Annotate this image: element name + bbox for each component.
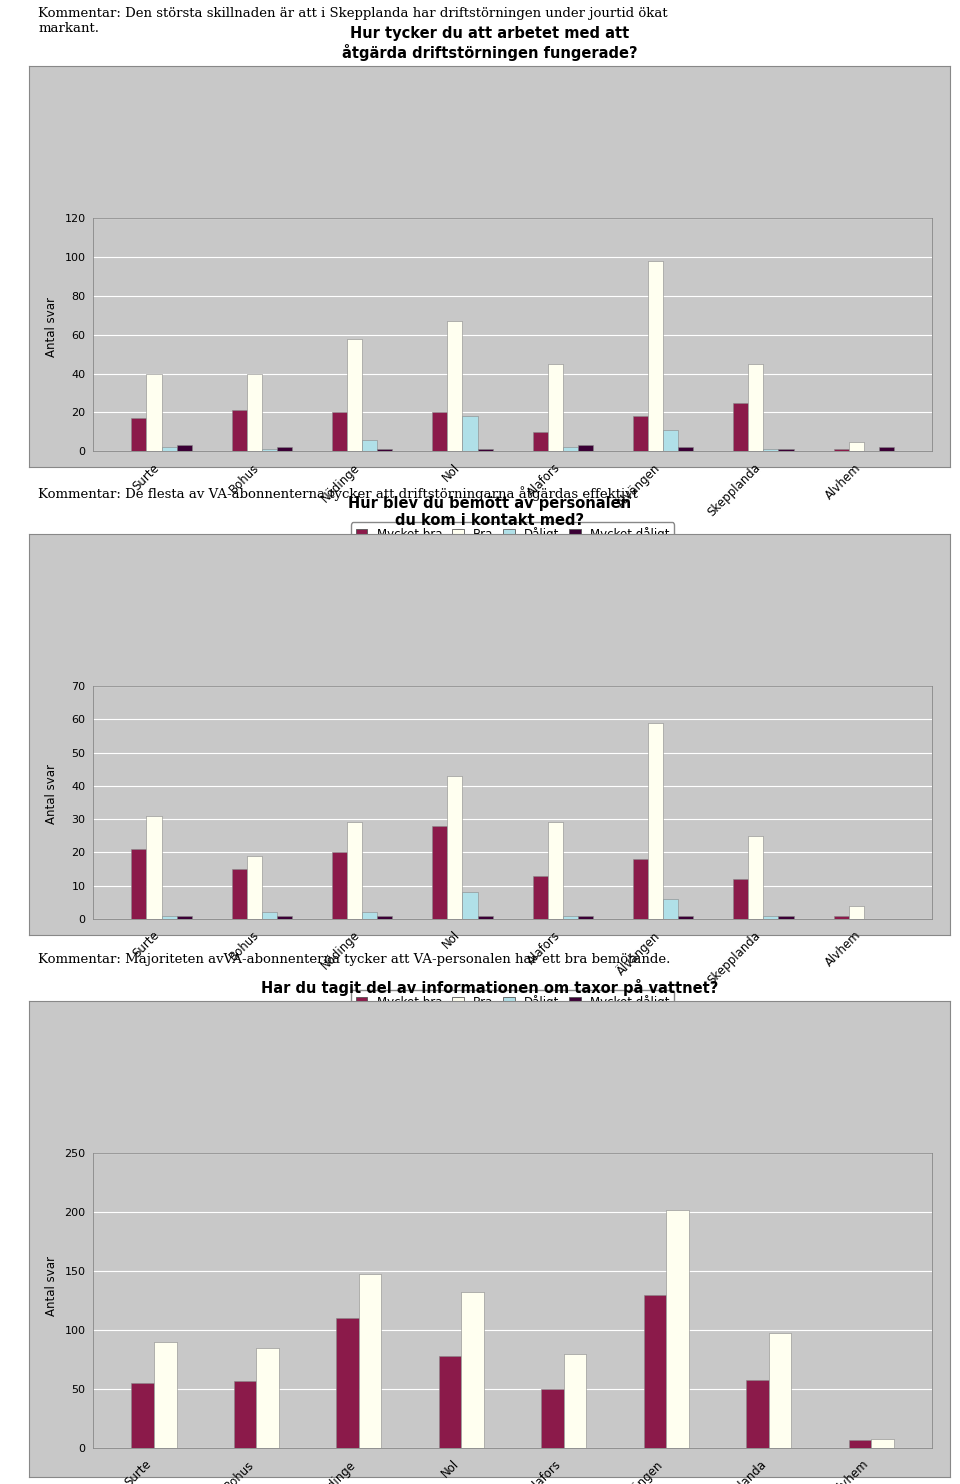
Text: Antal svar: Antal svar <box>45 764 59 825</box>
Text: Antal svar: Antal svar <box>45 297 59 356</box>
Text: Antal svar: Antal svar <box>45 1257 59 1316</box>
Text: Kommentar: Majoriteten avVA-abonnenterna tycker att VA-personalen har ett bra be: Kommentar: Majoriteten avVA-abonnenterna… <box>38 953 670 966</box>
Title: Har du tagit del av informationen om taxor på vattnet?: Har du tagit del av informationen om tax… <box>261 979 718 996</box>
Text: Kommentar: De flesta av VA-abonnenterna tycker att driftstörningarna åtgärdas ef: Kommentar: De flesta av VA-abonnenterna … <box>38 485 637 500</box>
Text: Kommentar: Den största skillnaden är att i Skepplanda har driftstörningen under : Kommentar: Den största skillnaden är att… <box>38 7 667 36</box>
Title: Hur tycker du att arbetet med att
åtgärda driftstörningen fungerade?: Hur tycker du att arbetet med att åtgärd… <box>342 25 637 61</box>
Title: Hur blev du bemött av personalen
du kom i kontakt med?: Hur blev du bemött av personalen du kom … <box>348 496 631 528</box>
